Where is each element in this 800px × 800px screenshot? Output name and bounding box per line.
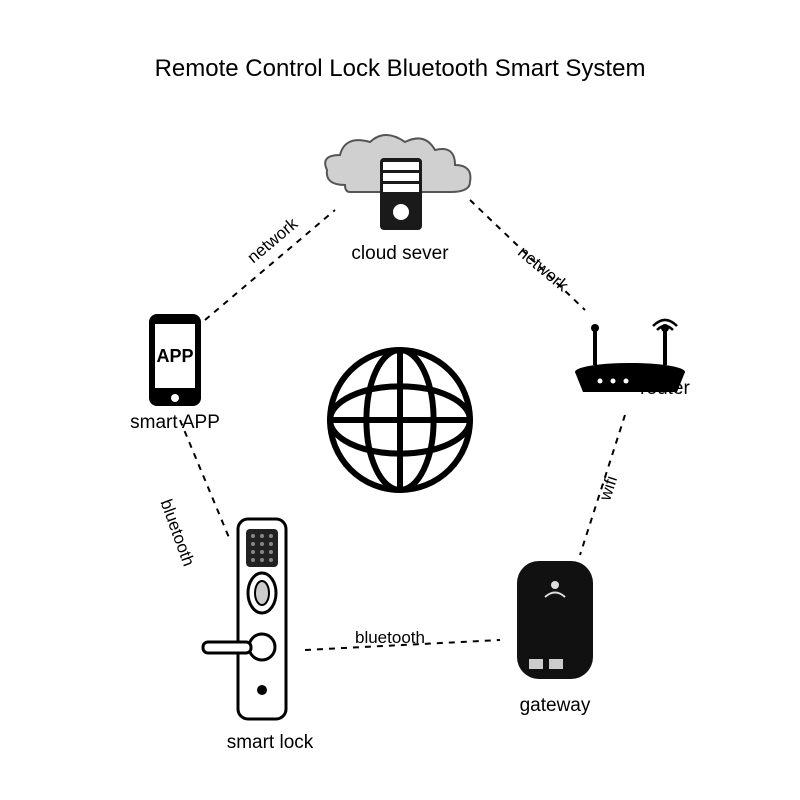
gateway-icon xyxy=(505,555,605,685)
cloud-server-node xyxy=(315,130,485,245)
cloud-server-icon xyxy=(315,130,485,240)
smart-app-label: smart APP xyxy=(95,412,255,434)
edge-label-router-gateway: wifi xyxy=(595,474,622,504)
edge-label-app-cloud: network xyxy=(244,214,302,268)
cloud-server-label: cloud sever xyxy=(320,243,480,265)
smart-lock-icon xyxy=(200,515,310,725)
gateway-label: gateway xyxy=(475,695,635,717)
gateway-node xyxy=(505,555,605,690)
diagram-title: Remote Control Lock Bluetooth Smart Syst… xyxy=(0,55,800,83)
edge-label-lock-gateway: bluetooth xyxy=(355,628,425,648)
edge-label-app-lock: bluetooth xyxy=(156,497,199,570)
edge-label-cloud-router: network xyxy=(514,242,572,296)
smart-app-node: APP xyxy=(135,310,215,415)
smart-lock-node xyxy=(200,515,310,730)
router-label: router xyxy=(585,378,745,400)
smart-lock-label: smart lock xyxy=(190,732,350,754)
svg-text:APP: APP xyxy=(156,346,193,366)
phone-app-icon: APP xyxy=(135,310,215,410)
globe-icon xyxy=(324,344,476,501)
